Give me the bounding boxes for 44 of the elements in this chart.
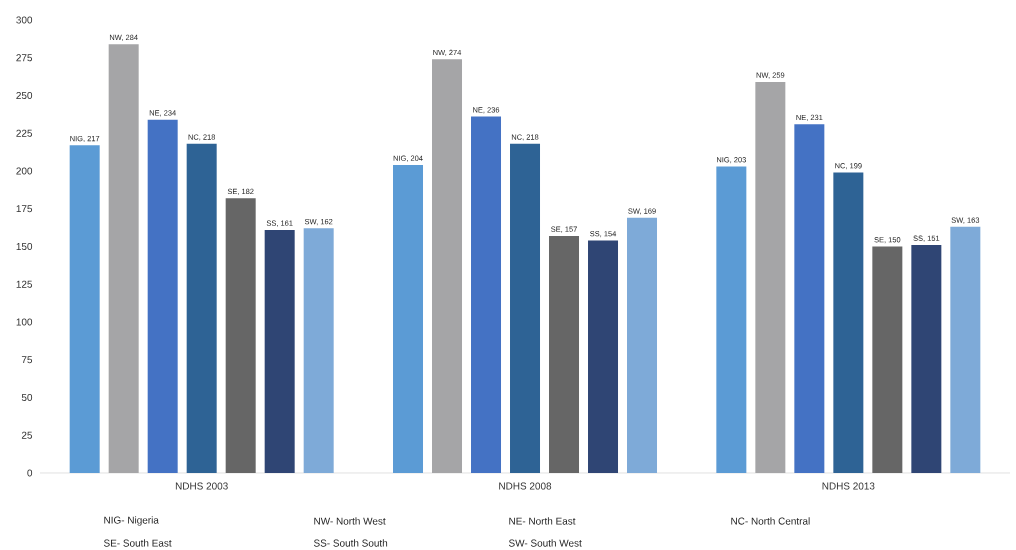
bar (833, 172, 864, 473)
y-tick-label: 125 (16, 280, 33, 288)
bar (393, 164, 424, 473)
bar (264, 229, 295, 473)
text: SS- South South (313, 539, 388, 547)
y-tick-label: 50 (21, 393, 33, 402)
bar (950, 226, 981, 473)
text: NIG- Nigeria (104, 516, 159, 526)
bar (186, 143, 217, 473)
bar (911, 244, 942, 473)
y-tick-label: 250 (16, 91, 33, 100)
bar (549, 235, 580, 473)
bar (794, 124, 825, 473)
y-tick-label: 150 (16, 242, 33, 251)
text: NW- North West (314, 517, 386, 525)
bar (755, 81, 786, 473)
text: SW- South West (508, 539, 582, 547)
bar (872, 246, 903, 473)
bar (108, 44, 139, 473)
bar (303, 228, 334, 473)
bar (147, 119, 178, 473)
bar (716, 166, 747, 473)
y-tick-label: 200 (16, 167, 33, 175)
bar (69, 145, 100, 473)
y-tick-label: 275 (16, 54, 33, 62)
bar (471, 116, 502, 473)
y-tick-label: 100 (16, 318, 33, 326)
x-tick-label: NDHS 2003 (175, 482, 228, 490)
y-tick-label: 0 (27, 469, 33, 477)
text: NC- North Central (731, 517, 810, 525)
x-tick-label: NDHS 2013 (822, 482, 875, 490)
bar (225, 198, 256, 473)
x-tick-label: NDHS 2008 (499, 482, 552, 490)
bar (588, 240, 619, 473)
y-tick-label: 75 (21, 356, 33, 364)
bar (510, 143, 541, 473)
bar (432, 59, 463, 473)
y-tick-label: 175 (16, 205, 33, 213)
text: NE- North East (509, 517, 576, 525)
text: SE- South East (103, 539, 172, 547)
y-tick-label: 225 (16, 129, 33, 137)
y-tick-label: 300 (16, 16, 33, 24)
bar (627, 217, 658, 473)
y-tick-label: 25 (21, 431, 33, 439)
